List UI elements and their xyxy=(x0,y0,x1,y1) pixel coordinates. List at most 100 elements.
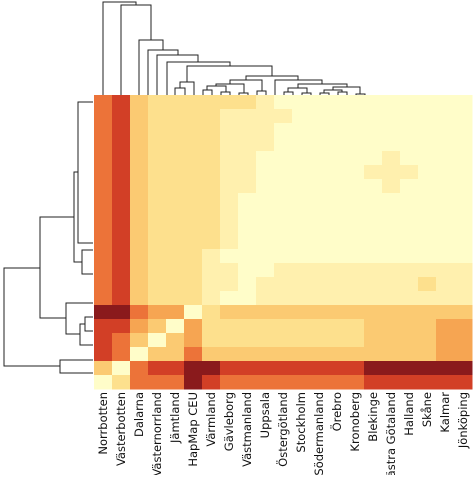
heatmap-cell xyxy=(328,333,347,348)
heatmap-cell xyxy=(310,235,329,250)
heatmap-cell xyxy=(130,319,149,334)
heatmap-cell xyxy=(130,179,149,194)
heatmap-cell xyxy=(454,347,473,362)
heatmap-cell xyxy=(112,333,131,348)
heatmap-cell xyxy=(184,193,203,208)
heatmap-cell xyxy=(274,235,293,250)
heatmap-cell xyxy=(238,137,257,152)
heatmap-cell xyxy=(202,235,221,250)
heatmap-cell xyxy=(328,249,347,264)
heatmap-cell xyxy=(328,109,347,124)
heatmap-cell xyxy=(130,291,149,306)
heatmap-cell xyxy=(184,235,203,250)
heatmap-cell xyxy=(274,249,293,264)
heatmap-cell xyxy=(418,333,437,348)
column-label: Blekinge xyxy=(366,392,380,442)
column-labels: Norrbotten Västerbotten Dalarna Västernorrl… xyxy=(96,392,470,479)
heatmap-cell xyxy=(112,95,131,110)
heatmap-cell xyxy=(112,109,131,124)
heatmap-cell xyxy=(328,375,347,390)
heatmap-cell xyxy=(454,95,473,110)
heatmap-cell xyxy=(418,263,437,278)
heatmap-cell xyxy=(166,333,185,348)
heatmap-cell xyxy=(310,263,329,278)
heatmap-cell xyxy=(112,207,131,222)
heatmap-cell xyxy=(220,319,239,334)
heatmap-cell xyxy=(364,207,383,222)
row-dendro-branch xyxy=(79,323,93,346)
heatmap-cell xyxy=(292,151,311,166)
heatmap-cell xyxy=(382,221,401,236)
heatmap-cell xyxy=(148,193,167,208)
col-dendro-branch xyxy=(206,85,227,92)
heatmap-cell xyxy=(364,333,383,348)
heatmap-cell xyxy=(328,179,347,194)
heatmap-cell xyxy=(400,109,419,124)
heatmap-cell xyxy=(346,263,365,278)
heatmap-cell xyxy=(130,375,149,390)
heatmap-cell xyxy=(202,361,221,376)
column-label: Norrbotten xyxy=(96,392,110,455)
heatmap-cell xyxy=(202,263,221,278)
heatmap-cell xyxy=(346,137,365,152)
heatmap-cell xyxy=(274,263,293,278)
heatmap-cell xyxy=(346,305,365,320)
heatmap-cell xyxy=(328,95,347,110)
heatmap-cell xyxy=(382,193,401,208)
heatmap-cell xyxy=(220,193,239,208)
heatmap-cell xyxy=(292,305,311,320)
heatmap-cell xyxy=(184,277,203,292)
row-dendro-branch xyxy=(3,267,60,367)
row-dendrogram xyxy=(3,101,93,374)
heatmap-cell xyxy=(436,109,455,124)
heatmap-cell xyxy=(256,333,275,348)
heatmap-cell xyxy=(112,249,131,264)
heatmap-cell xyxy=(184,249,203,264)
heatmap-cell xyxy=(364,263,383,278)
heatmap-cell xyxy=(382,333,401,348)
heatmap-cell xyxy=(310,221,329,236)
heatmap-cell xyxy=(130,249,149,264)
heatmap-cell xyxy=(94,165,113,180)
column-label: Östergötland xyxy=(274,392,290,467)
heatmap-cell xyxy=(328,207,347,222)
heatmap-cell xyxy=(202,305,221,320)
heatmap-cell xyxy=(400,249,419,264)
heatmap-cell xyxy=(310,319,329,334)
heatmap-cell xyxy=(292,291,311,306)
heatmap-cell xyxy=(292,221,311,236)
heatmap-cell xyxy=(310,179,329,194)
heatmap-cell xyxy=(94,95,113,110)
heatmap-cell xyxy=(292,333,311,348)
heatmap-cell xyxy=(436,277,455,292)
col-dendro-branch xyxy=(283,91,294,95)
heatmap-cell xyxy=(256,235,275,250)
heatmap-cell xyxy=(400,333,419,348)
heatmap-cell xyxy=(94,291,113,306)
heatmap-cell xyxy=(238,165,257,180)
heatmap-cell xyxy=(382,361,401,376)
heatmap-cell xyxy=(418,305,437,320)
heatmap-cell xyxy=(202,333,221,348)
column-label: Jämtland xyxy=(168,392,182,444)
heatmap-cell xyxy=(274,165,293,180)
heatmap-cell xyxy=(238,179,257,194)
heatmap-cell xyxy=(238,193,257,208)
heatmap-cell xyxy=(112,277,131,292)
heatmap-cell xyxy=(310,95,329,110)
heatmap-cell xyxy=(256,277,275,292)
heatmap-cell xyxy=(382,263,401,278)
heatmap-cell xyxy=(184,207,203,222)
heatmap-cell xyxy=(364,305,383,320)
heatmap-cell xyxy=(112,123,131,138)
heatmap-cell xyxy=(112,291,131,306)
heatmap-cell xyxy=(418,221,437,236)
heatmap-cell xyxy=(292,277,311,292)
heatmap-cell xyxy=(418,95,437,110)
heatmap-cell xyxy=(454,291,473,306)
heatmap-cell xyxy=(418,277,437,292)
heatmap-cell xyxy=(184,151,203,166)
heatmap-cell xyxy=(148,109,167,124)
heatmap-cell xyxy=(292,263,311,278)
